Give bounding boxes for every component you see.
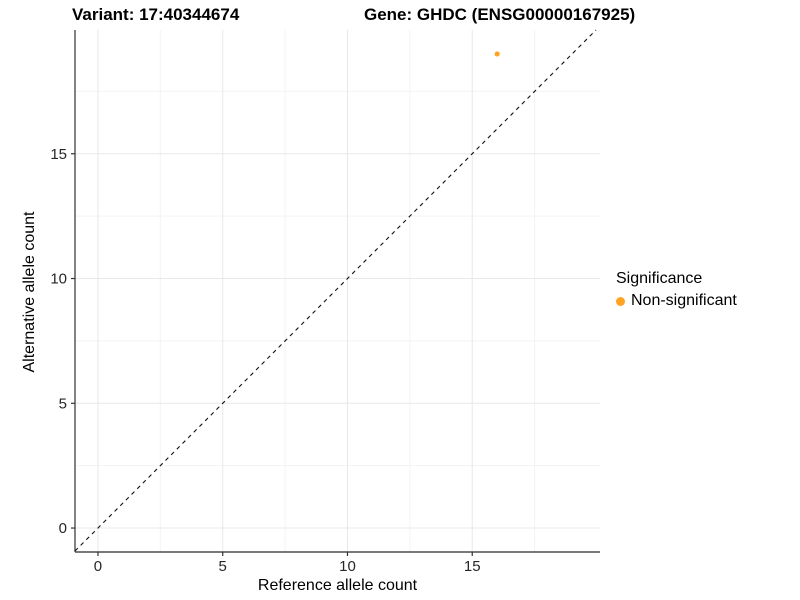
x-axis-title: Reference allele count [257,577,418,594]
legend-title: Significance [616,270,703,287]
x-tick-label: 15 [464,558,481,575]
y-tick-label: 0 [59,520,67,537]
plot-title-gene: Gene: GHDC (ENSG00000167925) [364,5,636,24]
x-tick-label: 10 [339,558,356,575]
y-tick-label: 5 [59,395,67,412]
y-tick-label: 10 [50,271,67,288]
x-tick-label: 5 [219,558,227,575]
identity-reference-line [74,29,597,552]
plot-title-variant: Variant: 17:40344674 [72,5,240,24]
legend-point-icon [616,296,625,306]
legend-item: Non-significant [616,292,737,310]
y-axis-title: Alternative allele count [21,211,38,373]
data-point [494,51,500,57]
x-tick-label: 0 [94,558,102,575]
legend-item-label: Non-significant [631,292,737,309]
legend: Significance Non-significant [616,270,737,310]
y-tick-label: 15 [50,146,67,163]
